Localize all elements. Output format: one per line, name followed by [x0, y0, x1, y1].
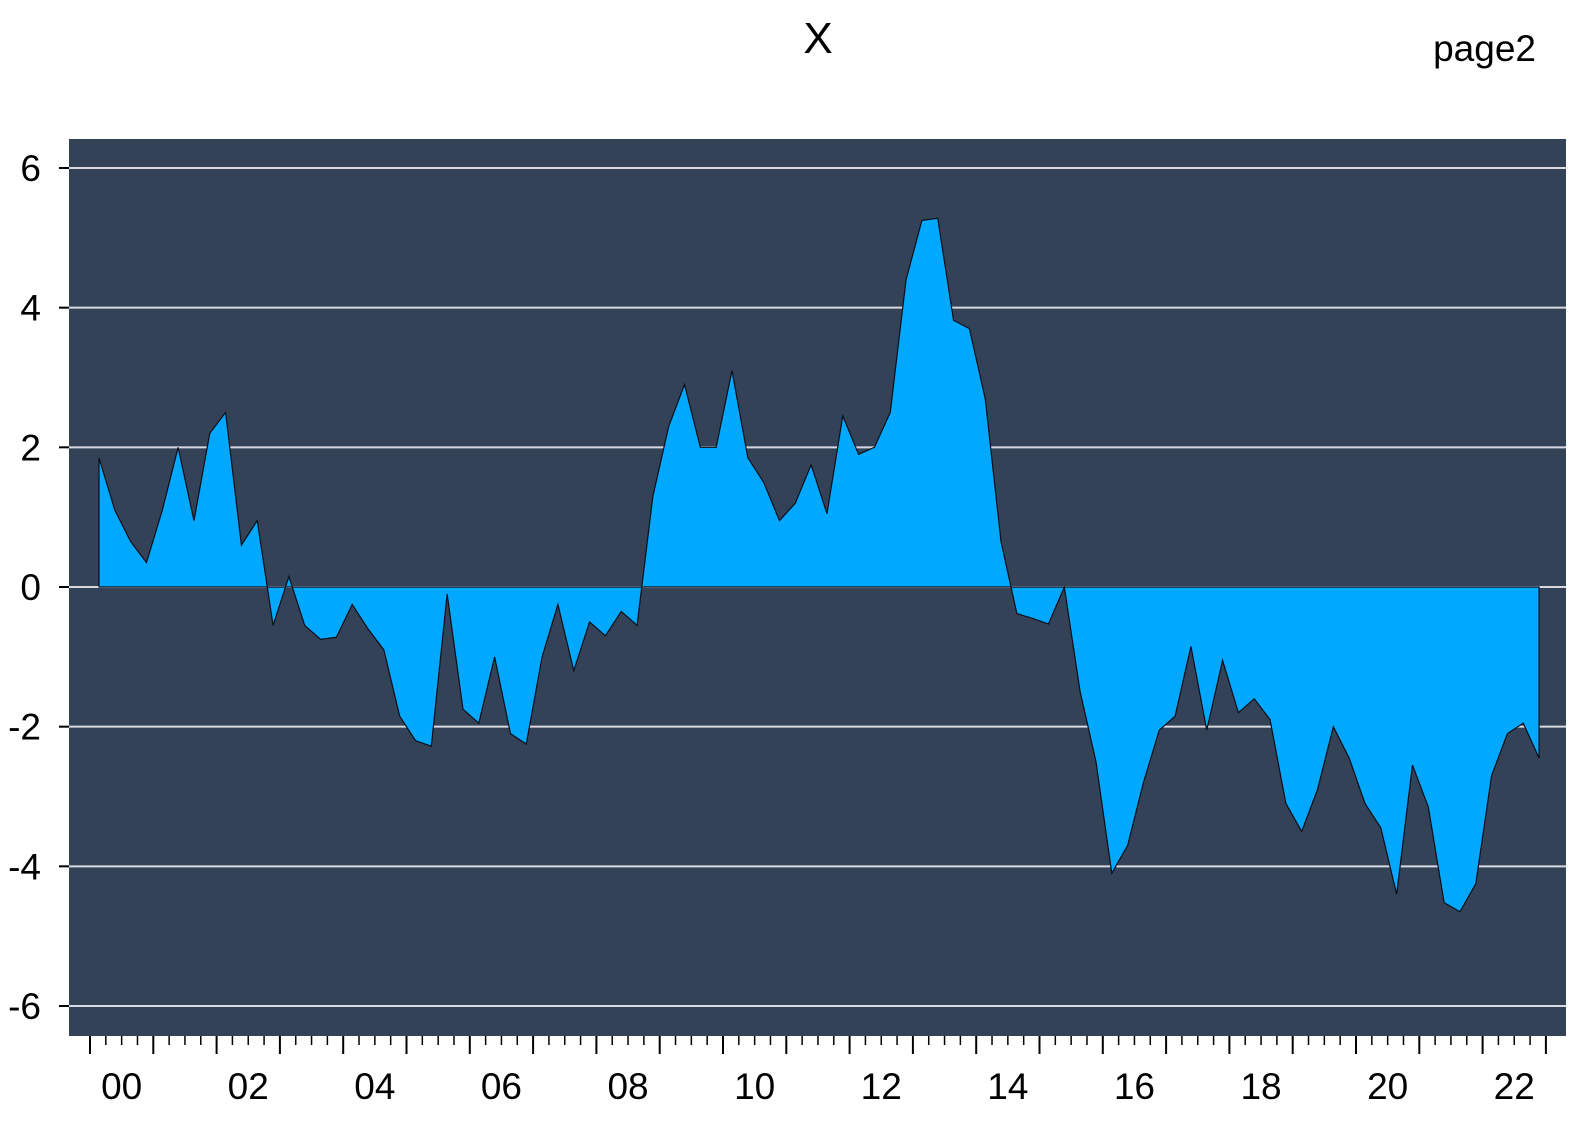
x-tick-label: 06	[481, 1066, 522, 1107]
x-tick-label: 22	[1494, 1066, 1535, 1107]
y-tick-label: 4	[20, 288, 41, 329]
x-axis: 00 02 04 06 08 10 12 14 16 18 20 22	[89, 1036, 1547, 1107]
x-tick-label: 12	[861, 1066, 902, 1107]
y-tick-label: -4	[8, 846, 41, 887]
y-tick-label: 2	[20, 427, 41, 468]
x-tick-label: 04	[354, 1066, 395, 1107]
x-tick-label: 18	[1240, 1066, 1281, 1107]
page-label: page2	[1433, 28, 1536, 69]
x-tick-label: 16	[1114, 1066, 1155, 1107]
x-tick-label: 00	[101, 1066, 142, 1107]
y-tick-label: -6	[8, 986, 41, 1027]
x-tick-label: 14	[987, 1066, 1028, 1107]
area-series	[98, 217, 1540, 913]
y-tick-label: 6	[20, 148, 41, 189]
area-fill	[98, 217, 1540, 913]
x-tick-label: 08	[607, 1066, 648, 1107]
y-tick-label: -2	[8, 707, 41, 748]
x-tick-label: 20	[1367, 1066, 1408, 1107]
x-tick-label: 02	[228, 1066, 269, 1107]
y-axis: 6 4 2 0 -2 -4 -6	[8, 148, 69, 1027]
y-tick-label: 0	[20, 567, 41, 608]
chart-title: X	[803, 14, 832, 63]
x-tick-label: 10	[734, 1066, 775, 1107]
